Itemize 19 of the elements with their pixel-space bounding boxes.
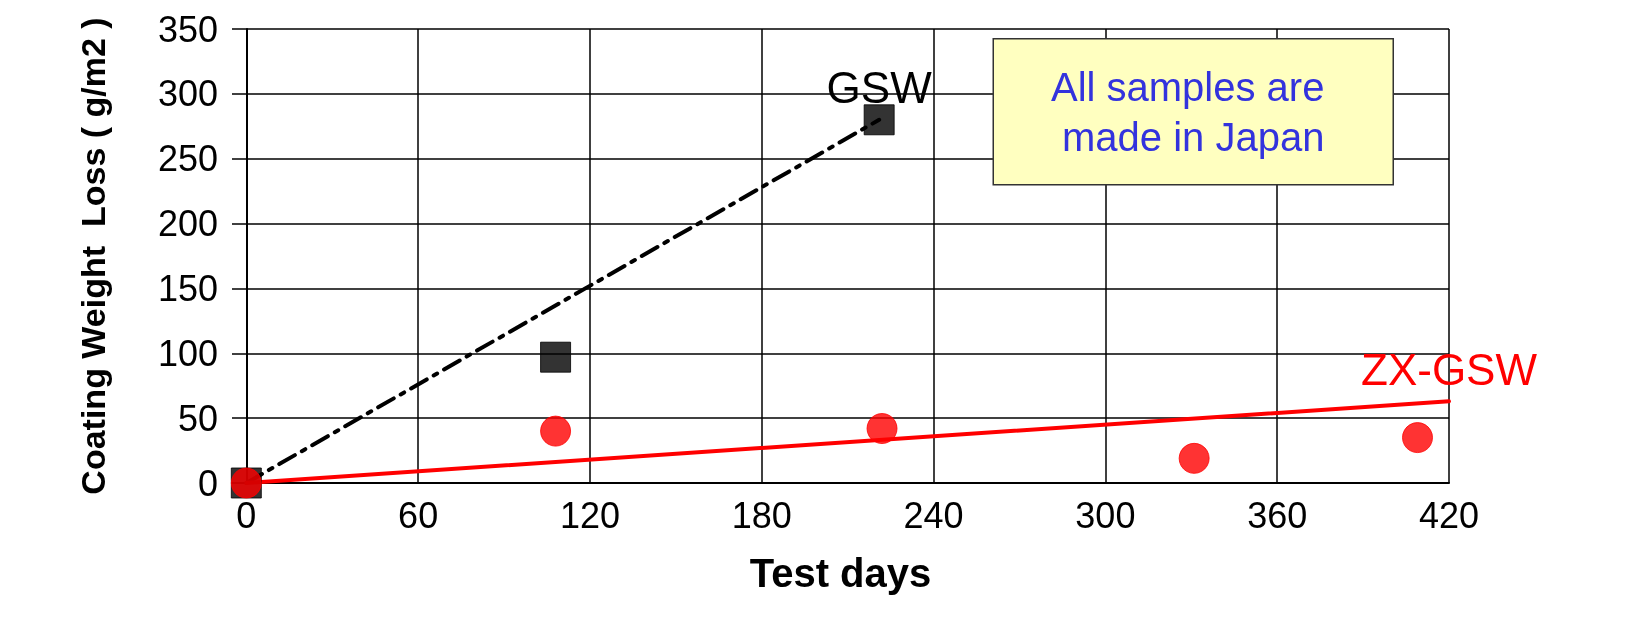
- y-axis-title: Coating Weight Loss ( g/m2 ): [74, 17, 112, 495]
- x-axis-title: Test days: [749, 551, 932, 595]
- x-tick-label: 120: [559, 494, 620, 536]
- y-tick-label: 300: [157, 73, 218, 115]
- y-tick-label: 150: [157, 267, 218, 309]
- x-tick-label: 240: [903, 494, 964, 536]
- x-tick-label: 360: [1247, 494, 1308, 536]
- x-tick-label: 420: [1418, 494, 1480, 536]
- x-tick-label: 180: [731, 494, 792, 536]
- y-tick-label: 50: [177, 397, 218, 439]
- y-tick-label: 250: [157, 138, 218, 180]
- y-tick-label: 200: [157, 203, 218, 245]
- y-tick-label: 0: [197, 462, 218, 504]
- x-tick-label: 300: [1075, 494, 1136, 536]
- y-tick-label: 350: [157, 8, 218, 50]
- x-tick-label: 0: [236, 494, 257, 536]
- annotation: All samples are made in Japan: [1050, 64, 1336, 159]
- y-tick-label: 100: [157, 332, 218, 374]
- x-tick-label: 60: [398, 494, 439, 536]
